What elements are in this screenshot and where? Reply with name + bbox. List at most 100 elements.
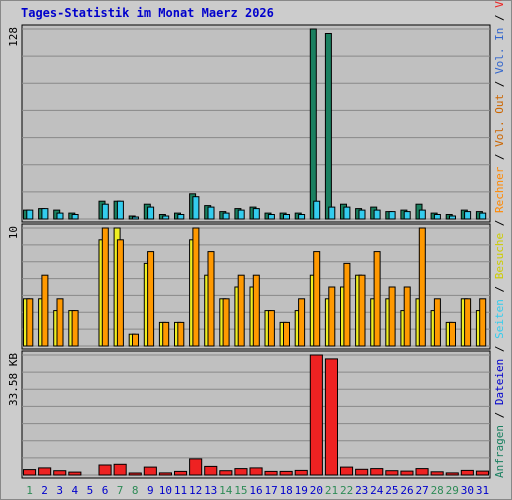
bar-seiten-day-11 xyxy=(177,214,185,220)
bar-volumen-day-1 xyxy=(23,469,37,476)
bar-rechner-day-25 xyxy=(388,286,396,347)
bar-volumen-day-13 xyxy=(204,465,218,476)
bar-volumen-day-17 xyxy=(264,470,278,476)
x-tick-label: 18 xyxy=(280,484,293,497)
bar-seiten-day-13 xyxy=(207,206,215,220)
bar-rechner-day-6 xyxy=(101,227,109,347)
bar-volumen-day-21 xyxy=(324,358,338,476)
x-tick-label: 2 xyxy=(41,484,48,497)
y-max-label-bottom: 33.58 KB xyxy=(7,353,20,406)
series-label: Rechner xyxy=(493,166,506,213)
bar-volumen-day-14 xyxy=(219,470,233,476)
bar-rechner-day-9 xyxy=(147,251,155,347)
panel-bottom xyxy=(21,350,491,479)
bar-rechner-day-22 xyxy=(343,262,351,347)
x-tick-label: 20 xyxy=(310,484,323,497)
x-tick-label: 26 xyxy=(400,484,413,497)
x-tick-label: 29 xyxy=(446,484,459,497)
bar-seiten-day-23 xyxy=(358,209,366,220)
bar-rechner-day-29 xyxy=(449,321,456,347)
bar-volumen-day-11 xyxy=(174,470,188,476)
series-label: Volumen xyxy=(493,0,506,8)
bar-rechner-day-16 xyxy=(252,274,260,347)
chart-title: Tages-Statistik im Monat Maerz 2026 xyxy=(21,6,274,20)
bar-volumen-day-10 xyxy=(158,472,172,476)
bar-volumen-day-2 xyxy=(38,467,52,476)
bar-volumen-day-9 xyxy=(143,466,157,476)
bar-seiten-day-29 xyxy=(449,215,456,220)
bar-seiten-day-2 xyxy=(41,208,49,220)
x-tick-label: 21 xyxy=(325,484,338,497)
x-tick-label: 12 xyxy=(189,484,202,497)
bar-rechner-day-19 xyxy=(298,298,306,347)
y-max-label-top: 128 xyxy=(7,27,20,47)
bar-volumen-day-26 xyxy=(400,470,414,476)
series-label: Seiten xyxy=(493,299,506,339)
bar-rechner-day-20 xyxy=(313,251,321,347)
series-label: / xyxy=(493,339,506,359)
bar-seiten-day-8 xyxy=(132,216,139,220)
bar-rechner-day-21 xyxy=(328,286,336,347)
bar-seiten-day-9 xyxy=(147,206,155,220)
bar-seiten-day-25 xyxy=(388,211,396,220)
x-tick-label: 8 xyxy=(132,484,139,497)
bar-rechner-day-13 xyxy=(207,251,215,347)
y-max-label-middle: 10 xyxy=(7,226,20,239)
series-label: / xyxy=(493,279,506,299)
series-label: / xyxy=(493,147,506,167)
x-tick-label: 28 xyxy=(431,484,444,497)
right-series-labels: Anfragen / Dateien / Seiten / Besuche / … xyxy=(493,0,506,478)
bar-seiten-day-21 xyxy=(328,206,336,220)
x-tick-label: 6 xyxy=(102,484,109,497)
bar-seiten-day-31 xyxy=(479,212,487,220)
bar-seiten-day-15 xyxy=(237,209,245,220)
bar-volumen-day-3 xyxy=(53,470,67,476)
x-tick-label: 9 xyxy=(147,484,154,497)
series-label: Vol. Out xyxy=(493,94,506,147)
bar-rechner-day-7 xyxy=(116,239,124,347)
series-label: Besuche xyxy=(493,233,506,279)
bar-seiten-day-26 xyxy=(403,211,411,220)
x-tick-label: 16 xyxy=(249,484,262,497)
x-tick-label: 13 xyxy=(204,484,217,497)
bar-rechner-day-11 xyxy=(177,321,185,347)
bar-seiten-day-7 xyxy=(116,200,124,220)
bar-volumen-day-25 xyxy=(385,470,399,476)
bar-seiten-day-24 xyxy=(373,209,381,220)
bar-rechner-day-4 xyxy=(71,310,79,347)
bar-rechner-day-10 xyxy=(162,321,170,347)
bar-rechner-day-31 xyxy=(479,298,487,347)
bar-rechner-day-14 xyxy=(222,298,230,347)
x-tick-label: 23 xyxy=(355,484,368,497)
bar-volumen-day-22 xyxy=(340,466,354,476)
bar-rechner-day-15 xyxy=(237,274,245,347)
bar-rechner-day-2 xyxy=(41,274,49,347)
bar-seiten-day-12 xyxy=(192,196,200,220)
bar-rechner-day-28 xyxy=(433,298,441,347)
bar-rechner-day-1 xyxy=(26,298,34,347)
x-tick-label: 24 xyxy=(370,484,384,497)
bar-volumen-day-15 xyxy=(234,468,248,476)
bar-rechner-day-3 xyxy=(56,298,64,347)
x-tick-label: 31 xyxy=(476,484,489,497)
x-tick-label: 7 xyxy=(117,484,124,497)
bar-rechner-day-30 xyxy=(464,298,472,347)
bar-seiten-day-1 xyxy=(26,209,34,220)
x-tick-label: 17 xyxy=(264,484,277,497)
series-label: / xyxy=(493,74,506,94)
bar-volumen-day-28 xyxy=(430,471,444,476)
bar-volumen-day-8 xyxy=(128,472,142,476)
x-tick-label: 14 xyxy=(219,484,233,497)
bar-seiten-day-4 xyxy=(71,214,79,220)
bar-seiten-day-30 xyxy=(464,211,472,220)
bar-rechner-day-24 xyxy=(373,251,381,347)
x-tick-label: 1 xyxy=(26,484,33,497)
bar-volumen-day-12 xyxy=(189,458,203,476)
bar-seiten-day-16 xyxy=(252,208,260,220)
bar-rechner-day-26 xyxy=(403,286,411,347)
bar-seiten-day-10 xyxy=(162,215,170,220)
bar-rechner-day-18 xyxy=(283,321,290,347)
bar-seiten-day-18 xyxy=(283,214,290,220)
bar-seiten-day-3 xyxy=(56,212,64,220)
bar-volumen-day-6 xyxy=(98,464,112,476)
